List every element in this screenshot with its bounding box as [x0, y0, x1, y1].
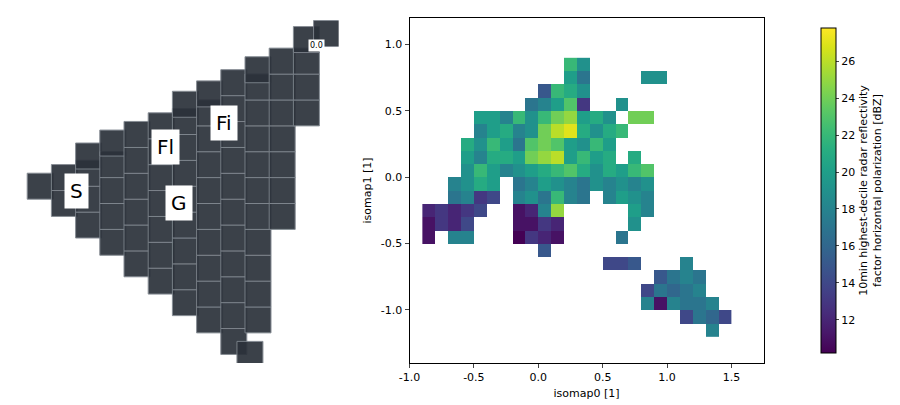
svg-text:0.0: 0.0 [385, 171, 403, 184]
svg-text:24: 24 [841, 92, 855, 105]
svg-text:1.0: 1.0 [385, 38, 403, 51]
svg-text:0.5: 0.5 [594, 371, 612, 384]
svg-text:-1.0: -1.0 [399, 371, 420, 384]
svg-text:Fl: Fl [157, 135, 174, 159]
svg-text:Fi: Fi [216, 111, 232, 135]
svg-text:isomap0 [1]: isomap0 [1] [554, 387, 620, 400]
svg-text:14: 14 [841, 277, 855, 290]
svg-text:22: 22 [841, 129, 855, 142]
svg-text:0.5: 0.5 [385, 105, 403, 118]
svg-text:-1.0: -1.0 [381, 304, 402, 317]
svg-text:S: S [70, 179, 83, 203]
svg-text:-0.5: -0.5 [463, 371, 484, 384]
svg-text:18: 18 [841, 203, 855, 216]
svg-text:0.0: 0.0 [310, 41, 323, 50]
svg-text:16: 16 [841, 240, 855, 253]
svg-text:26: 26 [841, 55, 855, 68]
svg-text:1.0: 1.0 [658, 371, 676, 384]
svg-text:1.5: 1.5 [723, 371, 741, 384]
svg-text:20: 20 [841, 166, 855, 179]
svg-text:0.0: 0.0 [530, 371, 548, 384]
svg-text:-0.5: -0.5 [381, 237, 402, 250]
svg-text:12: 12 [841, 314, 855, 327]
svg-text:isomap1 [1]: isomap1 [1] [361, 157, 374, 223]
svg-text:10min highest-decile radar ref: 10min highest-decile radar reflectivityf… [857, 85, 884, 296]
svg-text:G: G [171, 191, 187, 215]
